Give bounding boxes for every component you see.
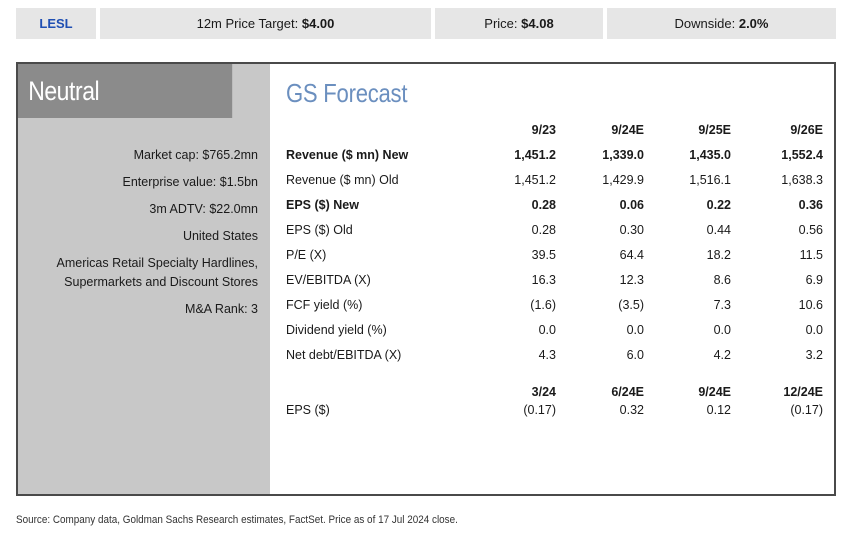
row-label: EPS ($) Old xyxy=(286,223,353,237)
cell-value: 0.36 xyxy=(798,198,823,212)
table-row: P/E (X) 39.5 64.4 18.2 11.5 xyxy=(286,245,826,265)
row-label: Revenue ($ mn) Old xyxy=(286,173,399,187)
market-cap: Market cap: $765.2mn xyxy=(133,148,258,162)
cell-value: (1.6) xyxy=(530,298,556,312)
table-row: EPS ($) (0.17) 0.32 0.12 (0.17) xyxy=(286,400,826,420)
ma-rank: M&A Rank: 3 xyxy=(185,302,258,316)
cell-value: 1,429.9 xyxy=(602,173,644,187)
row-label: EV/EBITDA (X) xyxy=(286,273,371,287)
cell-value: 0.0 xyxy=(805,323,823,337)
cell-value: 0.0 xyxy=(713,323,731,337)
cell-value: 0.22 xyxy=(706,198,731,212)
cell-value: 0.30 xyxy=(619,223,644,237)
cell-value: 39.5 xyxy=(531,248,556,262)
header-bar: LESL 12m Price Target: $4.00 Price: $4.0… xyxy=(16,8,836,39)
row-label: Revenue ($ mn) New xyxy=(286,148,409,162)
cell-value: 0.0 xyxy=(538,323,556,337)
cell-value: 64.4 xyxy=(619,248,644,262)
row-label: Dividend yield (%) xyxy=(286,323,387,337)
quarter-header-row: 3/24 6/24E 9/24E 12/24E xyxy=(286,382,826,402)
table-row: EPS ($) New 0.28 0.06 0.22 0.36 xyxy=(286,195,826,215)
row-label: P/E (X) xyxy=(286,248,327,262)
ticker-cell: LESL xyxy=(16,8,96,39)
downside-cell: Downside: 2.0% xyxy=(607,8,836,39)
cell-value: 10.6 xyxy=(798,298,823,312)
cell-value: 3.2 xyxy=(805,348,823,362)
row-label: EPS ($) New xyxy=(286,198,359,212)
cell-value: 6.0 xyxy=(626,348,644,362)
price-target-value: $4.00 xyxy=(301,16,335,31)
table-row: EPS ($) Old 0.28 0.30 0.44 0.56 xyxy=(286,220,826,240)
cell-value: 9/23 xyxy=(531,123,556,137)
enterprise-value: Enterprise value: $1.5bn xyxy=(122,175,258,189)
cell-value: 18.2 xyxy=(706,248,731,262)
price-target-label: 12m Price Target: xyxy=(196,16,299,31)
cell-value: 9/24E xyxy=(698,385,731,399)
cell-value: 0.28 xyxy=(531,223,556,237)
cell-value: 1,451.2 xyxy=(514,173,556,187)
cell-value: 1,638.3 xyxy=(781,173,823,187)
price-label: Price: xyxy=(484,16,518,31)
cell-value: 7.3 xyxy=(713,298,731,312)
rating-label: Neutral xyxy=(18,64,233,118)
price-target-cell: 12m Price Target: $4.00 xyxy=(100,8,431,39)
cell-value: 0.28 xyxy=(531,198,556,212)
cell-value: 1,339.0 xyxy=(602,148,644,162)
row-label: FCF yield (%) xyxy=(286,298,363,312)
source-note: Source: Company data, Goldman Sachs Rese… xyxy=(16,514,458,526)
annual-header-row: 9/23 9/24E 9/25E 9/26E xyxy=(286,120,826,140)
cell-value: 0.0 xyxy=(626,323,644,337)
cell-value: 9/24E xyxy=(611,123,644,137)
cell-value: 4.2 xyxy=(713,348,731,362)
downside-label: Downside: xyxy=(674,16,736,31)
adtv: 3m ADTV: $22.0mn xyxy=(149,202,258,216)
cell-value: 1,451.2 xyxy=(514,148,556,162)
cell-value: 1,516.1 xyxy=(689,173,731,187)
cell-value: (0.17) xyxy=(790,403,823,417)
cell-value: 12.3 xyxy=(619,273,644,287)
cell-value: 9/26E xyxy=(790,123,823,137)
company-info-column: Neutral Market cap: $765.2mn Enterprise … xyxy=(18,64,270,494)
price-value: $4.08 xyxy=(521,16,554,31)
row-label: EPS ($) xyxy=(286,403,330,417)
summary-panel: Neutral Market cap: $765.2mn Enterprise … xyxy=(16,62,836,496)
table-row: FCF yield (%) (1.6) (3.5) 7.3 10.6 xyxy=(286,295,826,315)
table-row: EV/EBITDA (X) 16.3 12.3 8.6 6.9 xyxy=(286,270,826,290)
ticker-symbol: LESL xyxy=(39,16,73,31)
cell-value: 0.56 xyxy=(798,223,823,237)
downside-value: 2.0% xyxy=(738,16,769,31)
sector-line-1: Americas Retail Specialty Hardlines, xyxy=(56,256,258,270)
cell-value: 4.3 xyxy=(538,348,556,362)
row-label: Net debt/EBITDA (X) xyxy=(286,348,402,362)
table-row: Revenue ($ mn) Old 1,451.2 1,429.9 1,516.1 1… xyxy=(286,170,826,190)
cell-value: 11.5 xyxy=(799,248,823,262)
table-row: Revenue ($ mn) New 1,451.2 1,339.0 1,435.0 1… xyxy=(286,145,826,165)
cell-value: 0.44 xyxy=(706,223,731,237)
cell-value: 6.9 xyxy=(805,273,823,287)
price-cell: Price: $4.08 xyxy=(435,8,603,39)
table-row: Dividend yield (%) 0.0 0.0 0.0 0.0 xyxy=(286,320,826,340)
cell-value: (0.17) xyxy=(523,403,556,417)
sector-line-2: Supermarkets and Discount Stores xyxy=(64,275,258,289)
cell-value: 8.6 xyxy=(713,273,731,287)
cell-value: 0.32 xyxy=(619,403,644,417)
cell-value: 16.3 xyxy=(531,273,556,287)
cell-value: 6/24E xyxy=(611,385,644,399)
cell-value: 0.06 xyxy=(619,198,644,212)
country: United States xyxy=(182,229,258,243)
cell-value: 9/25E xyxy=(698,123,731,137)
cell-value: 0.12 xyxy=(706,403,731,417)
cell-value: 12/24E xyxy=(783,385,823,399)
cell-value: 3/24 xyxy=(531,385,556,399)
table-row: Net debt/EBITDA (X) 4.3 6.0 4.2 3.2 xyxy=(286,345,826,365)
forecast-title: GS Forecast xyxy=(286,78,408,108)
cell-value: 1,435.0 xyxy=(689,148,731,162)
cell-value: (3.5) xyxy=(618,298,644,312)
cell-value: 1,552.4 xyxy=(781,148,823,162)
